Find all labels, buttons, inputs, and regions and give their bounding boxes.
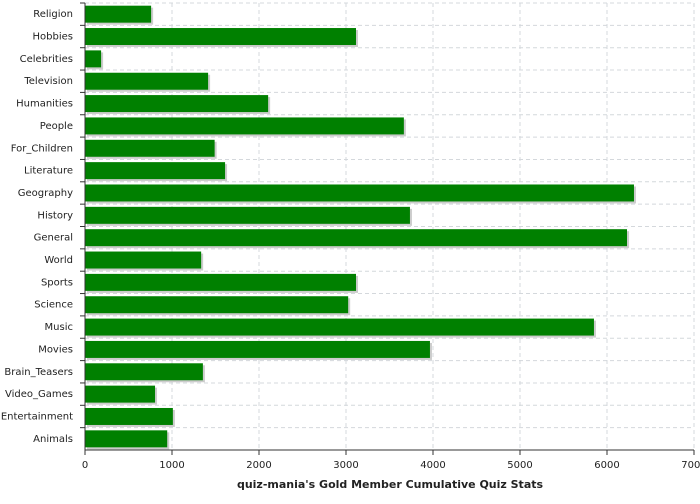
y-tick-label: Video_Games bbox=[5, 389, 73, 400]
y-tick-label: Music bbox=[45, 322, 73, 333]
x-tick-label: 1000 bbox=[159, 460, 184, 471]
bar bbox=[85, 273, 357, 291]
x-tick-label: 4000 bbox=[420, 460, 445, 471]
x-axis-title: quiz-mania's Gold Member Cumulative Quiz… bbox=[237, 478, 544, 491]
x-tick-label: 7000 bbox=[681, 460, 700, 471]
bar bbox=[85, 50, 102, 68]
y-tick-label: Television bbox=[23, 76, 73, 87]
bar bbox=[85, 251, 202, 269]
x-tick-label: 5000 bbox=[507, 460, 532, 471]
x-tick-label: 6000 bbox=[594, 460, 619, 471]
bar bbox=[85, 162, 226, 180]
bar bbox=[85, 296, 349, 314]
y-tick-label: Literature bbox=[24, 166, 73, 177]
y-tick-label: Animals bbox=[33, 434, 73, 445]
bar bbox=[85, 318, 594, 336]
y-tick-label: Celebrities bbox=[20, 54, 73, 65]
y-tick-label: Humanities bbox=[16, 99, 73, 110]
bar bbox=[85, 340, 430, 358]
y-tick-label: World bbox=[44, 255, 73, 266]
bar bbox=[85, 72, 209, 90]
bar bbox=[85, 206, 410, 224]
y-tick-label: Geography bbox=[18, 188, 73, 199]
x-tick-label: 3000 bbox=[333, 460, 358, 471]
y-tick-label: People bbox=[40, 121, 73, 132]
y-tick-label: Sports bbox=[41, 277, 73, 288]
bar bbox=[85, 430, 168, 448]
bar bbox=[85, 184, 634, 202]
bar bbox=[85, 117, 404, 135]
y-tick-label: History bbox=[37, 210, 73, 221]
y-tick-label: General bbox=[34, 233, 73, 244]
bar bbox=[85, 28, 357, 46]
y-tick-label: For_Children bbox=[11, 143, 73, 154]
y-tick-label: Religion bbox=[33, 9, 73, 20]
y-tick-label: Hobbies bbox=[33, 32, 73, 43]
x-tick-label: 2000 bbox=[246, 460, 271, 471]
bar bbox=[85, 139, 215, 157]
bar bbox=[85, 385, 156, 403]
bar bbox=[85, 5, 152, 23]
y-tick-label: Entertainment bbox=[1, 411, 73, 422]
bar bbox=[85, 229, 628, 247]
y-tick-label: Movies bbox=[38, 344, 73, 355]
x-tick-label: 0 bbox=[82, 460, 88, 471]
bar bbox=[85, 407, 173, 425]
y-tick-label: Science bbox=[34, 300, 73, 311]
y-tick-label: Brain_Teasers bbox=[4, 367, 73, 378]
bar bbox=[85, 95, 269, 113]
bar bbox=[85, 363, 203, 381]
